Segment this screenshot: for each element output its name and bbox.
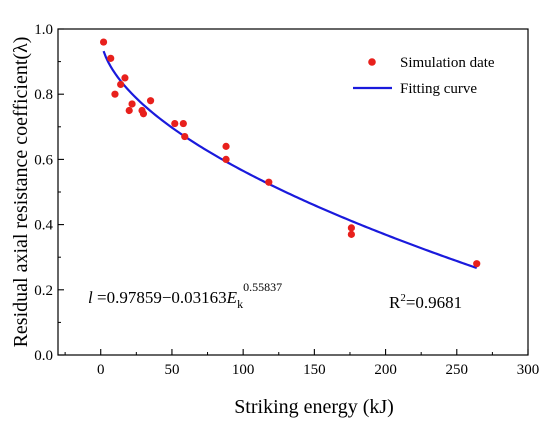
legend-label-curve: Fitting curve xyxy=(400,81,477,97)
data-point xyxy=(99,38,108,46)
data-point xyxy=(125,106,133,115)
fit-equation-exponent: 0.55837 xyxy=(243,280,282,294)
x-tick-label: 0 xyxy=(97,362,105,378)
data-point xyxy=(222,142,230,150)
y-tick-label: 0.8 xyxy=(34,87,53,103)
r-squared-value: =0.9681 xyxy=(406,293,462,312)
data-point xyxy=(265,178,273,186)
x-tick-label: 50 xyxy=(164,362,179,378)
r-squared-exponent: 2 xyxy=(400,292,406,304)
x-tick-label: 200 xyxy=(374,362,397,378)
y-tick-label: 0.4 xyxy=(34,218,53,234)
legend-point-marker xyxy=(368,58,376,66)
y-tick-label: 0.0 xyxy=(34,348,53,364)
x-tick-label: 100 xyxy=(232,362,255,378)
data-point xyxy=(179,119,187,128)
data-point xyxy=(117,80,125,89)
x-axis-title: Striking energy (kJ) xyxy=(234,396,394,418)
y-axis-title: Residual axial resistance coefficient(λ) xyxy=(10,37,32,348)
data-point xyxy=(222,155,230,163)
data-point xyxy=(171,119,179,128)
y-tick-label: 1.0 xyxy=(34,22,53,38)
y-tick-label: 0.6 xyxy=(34,152,53,168)
legend-label-points: Simulation date xyxy=(400,55,495,71)
data-point xyxy=(473,260,481,268)
x-tick-label: 150 xyxy=(303,362,326,378)
r-squared-label: R2=0.9681 xyxy=(389,292,462,312)
data-point xyxy=(121,74,129,82)
x-tick-label: 300 xyxy=(517,362,540,378)
data-point xyxy=(111,90,119,98)
data-point xyxy=(146,97,155,105)
fit-equation-subscript: k xyxy=(237,297,243,311)
y-tick-label: 0.2 xyxy=(34,283,53,299)
data-point xyxy=(128,100,136,108)
x-tick-label: 250 xyxy=(446,362,469,378)
data-point xyxy=(181,132,189,141)
data-point xyxy=(107,54,115,62)
legend: Simulation date Fitting curve xyxy=(353,55,495,97)
data-point xyxy=(139,110,148,118)
fit-equation: l =0.97859−0.03163Ek0.55837 xyxy=(88,280,282,311)
r-squared-symbol: R xyxy=(389,293,401,312)
data-point xyxy=(347,224,355,232)
fitting-curve xyxy=(102,50,478,270)
fit-equation-energy: E xyxy=(226,288,238,307)
fit-equation-body: =0.97859−0.03163 xyxy=(93,288,227,307)
fit-equation-variable: l xyxy=(88,288,93,307)
data-point xyxy=(347,230,355,238)
